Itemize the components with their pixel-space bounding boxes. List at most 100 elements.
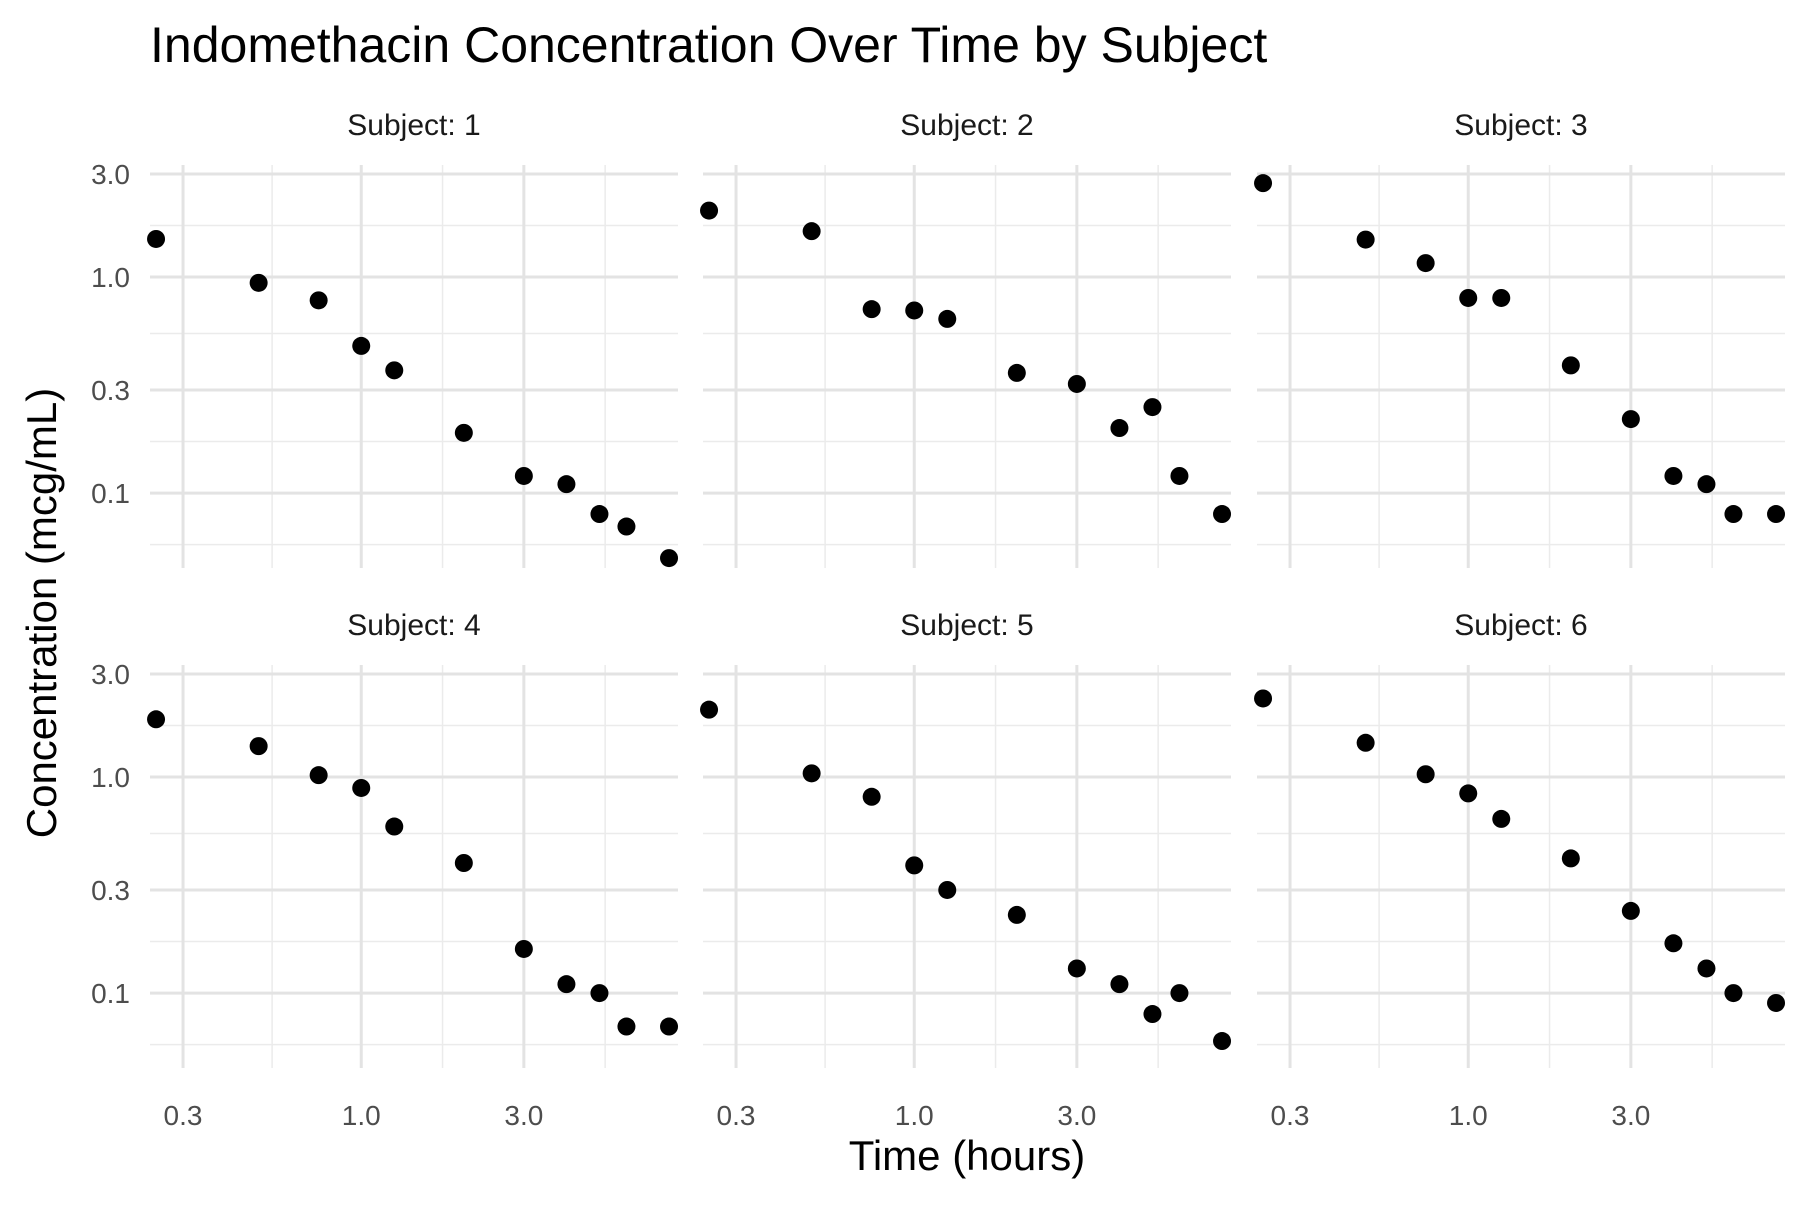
facet-panel: Subject: 4 0.1 0.3 1.0 3.0 0.3 1.0 3.0: [91, 609, 679, 1131]
x-tick-label: 3.0: [1611, 1100, 1650, 1131]
y-tick-label: 3.0: [91, 159, 130, 190]
data-point: [1110, 975, 1129, 994]
data-point: [1356, 733, 1375, 752]
data-point: [1170, 984, 1189, 1003]
data-point: [905, 301, 924, 320]
data-point: [700, 700, 719, 719]
facet-panel: Subject: 5 0.3 1.0 3.0: [700, 609, 1232, 1131]
data-point: [514, 939, 533, 958]
x-tick-label: 1.0: [1449, 1100, 1488, 1131]
data-point: [1561, 849, 1580, 868]
facet-strip-label: Subject: 1: [347, 109, 480, 142]
data-point: [1254, 689, 1273, 708]
data-point: [1459, 288, 1478, 307]
y-tick-label: 0.1: [91, 978, 130, 1009]
y-tick-label: 1.0: [91, 762, 130, 793]
data-point: [1767, 993, 1786, 1012]
facet-strip-label: Subject: 5: [900, 609, 1033, 642]
facet-panels: Subject: 1 0.1 0.3 1.0 3.0 Subject: 2 Subject:…: [91, 109, 1786, 1131]
data-point: [802, 222, 821, 241]
facet-panel: Subject: 1 0.1 0.3 1.0 3.0: [91, 109, 679, 568]
x-tick-label: 3.0: [1057, 1100, 1096, 1131]
data-point: [1356, 230, 1375, 249]
y-tick-label: 0.1: [91, 478, 130, 509]
data-point: [590, 505, 609, 524]
data-point: [454, 423, 473, 442]
data-point: [802, 764, 821, 783]
data-point: [1621, 410, 1640, 429]
data-point: [1254, 174, 1273, 193]
data-point: [1110, 419, 1129, 438]
data-point: [1459, 784, 1478, 803]
data-point: [1416, 765, 1435, 784]
data-point: [249, 273, 268, 292]
x-tick-label: 0.3: [164, 1100, 203, 1131]
data-point: [617, 517, 636, 536]
y-tick-label: 3.0: [91, 659, 130, 690]
data-point: [385, 361, 404, 380]
data-point: [1007, 363, 1026, 382]
data-point: [938, 880, 957, 899]
data-point: [352, 336, 371, 355]
data-point: [147, 710, 166, 729]
x-axis-title: Time (hours): [849, 1132, 1085, 1179]
data-point: [1143, 1005, 1162, 1024]
facet-panel: Subject: 2: [700, 109, 1232, 568]
data-point: [1697, 475, 1716, 494]
data-point: [557, 975, 576, 994]
data-point: [617, 1017, 636, 1036]
data-point: [1416, 254, 1435, 273]
x-tick-label: 1.0: [342, 1100, 381, 1131]
data-point: [1213, 505, 1232, 524]
y-tick-label: 0.3: [91, 875, 130, 906]
facet-strip-label: Subject: 6: [1454, 609, 1587, 642]
data-point: [660, 549, 679, 568]
y-tick-label: 0.3: [91, 375, 130, 406]
x-tick-label: 3.0: [504, 1100, 543, 1131]
facet-strip-label: Subject: 3: [1454, 109, 1587, 142]
data-point: [1697, 959, 1716, 978]
data-point: [1664, 934, 1683, 953]
data-point: [1664, 466, 1683, 485]
data-point: [309, 291, 328, 310]
data-point: [862, 787, 881, 806]
data-point: [1767, 505, 1786, 524]
data-point: [1724, 505, 1743, 524]
data-point: [905, 856, 924, 875]
data-point: [352, 778, 371, 797]
facet-strip-label: Subject: 4: [347, 609, 480, 642]
y-tick-label: 1.0: [91, 262, 130, 293]
data-point: [1067, 959, 1086, 978]
data-point: [1492, 288, 1511, 307]
facet-strip-label: Subject: 2: [900, 109, 1033, 142]
x-tick-label: 0.3: [1271, 1100, 1310, 1131]
data-point: [1007, 905, 1026, 924]
data-point: [557, 475, 576, 494]
data-point: [862, 300, 881, 319]
data-point: [385, 817, 404, 836]
data-point: [938, 309, 957, 328]
data-point: [1492, 809, 1511, 828]
x-tick-label: 0.3: [717, 1100, 756, 1131]
data-point: [1170, 466, 1189, 485]
chart-title: Indomethacin Concentration Over Time by …: [150, 17, 1267, 73]
data-point: [700, 201, 719, 220]
data-point: [1067, 374, 1086, 393]
data-point: [454, 854, 473, 873]
data-point: [147, 229, 166, 248]
data-point: [249, 737, 268, 756]
data-point: [1621, 901, 1640, 920]
facet-panel: Subject: 3: [1254, 109, 1786, 568]
data-point: [660, 1017, 679, 1036]
x-tick-label: 1.0: [895, 1100, 934, 1131]
data-point: [590, 984, 609, 1003]
data-point: [1143, 398, 1162, 417]
data-point: [514, 466, 533, 485]
facet-panel: Subject: 6 0.3 1.0 3.0: [1254, 609, 1786, 1131]
data-point: [1213, 1032, 1232, 1051]
data-point: [309, 766, 328, 785]
y-axis-title: Concentration (mcg/mL): [18, 388, 65, 839]
data-point: [1724, 984, 1743, 1003]
